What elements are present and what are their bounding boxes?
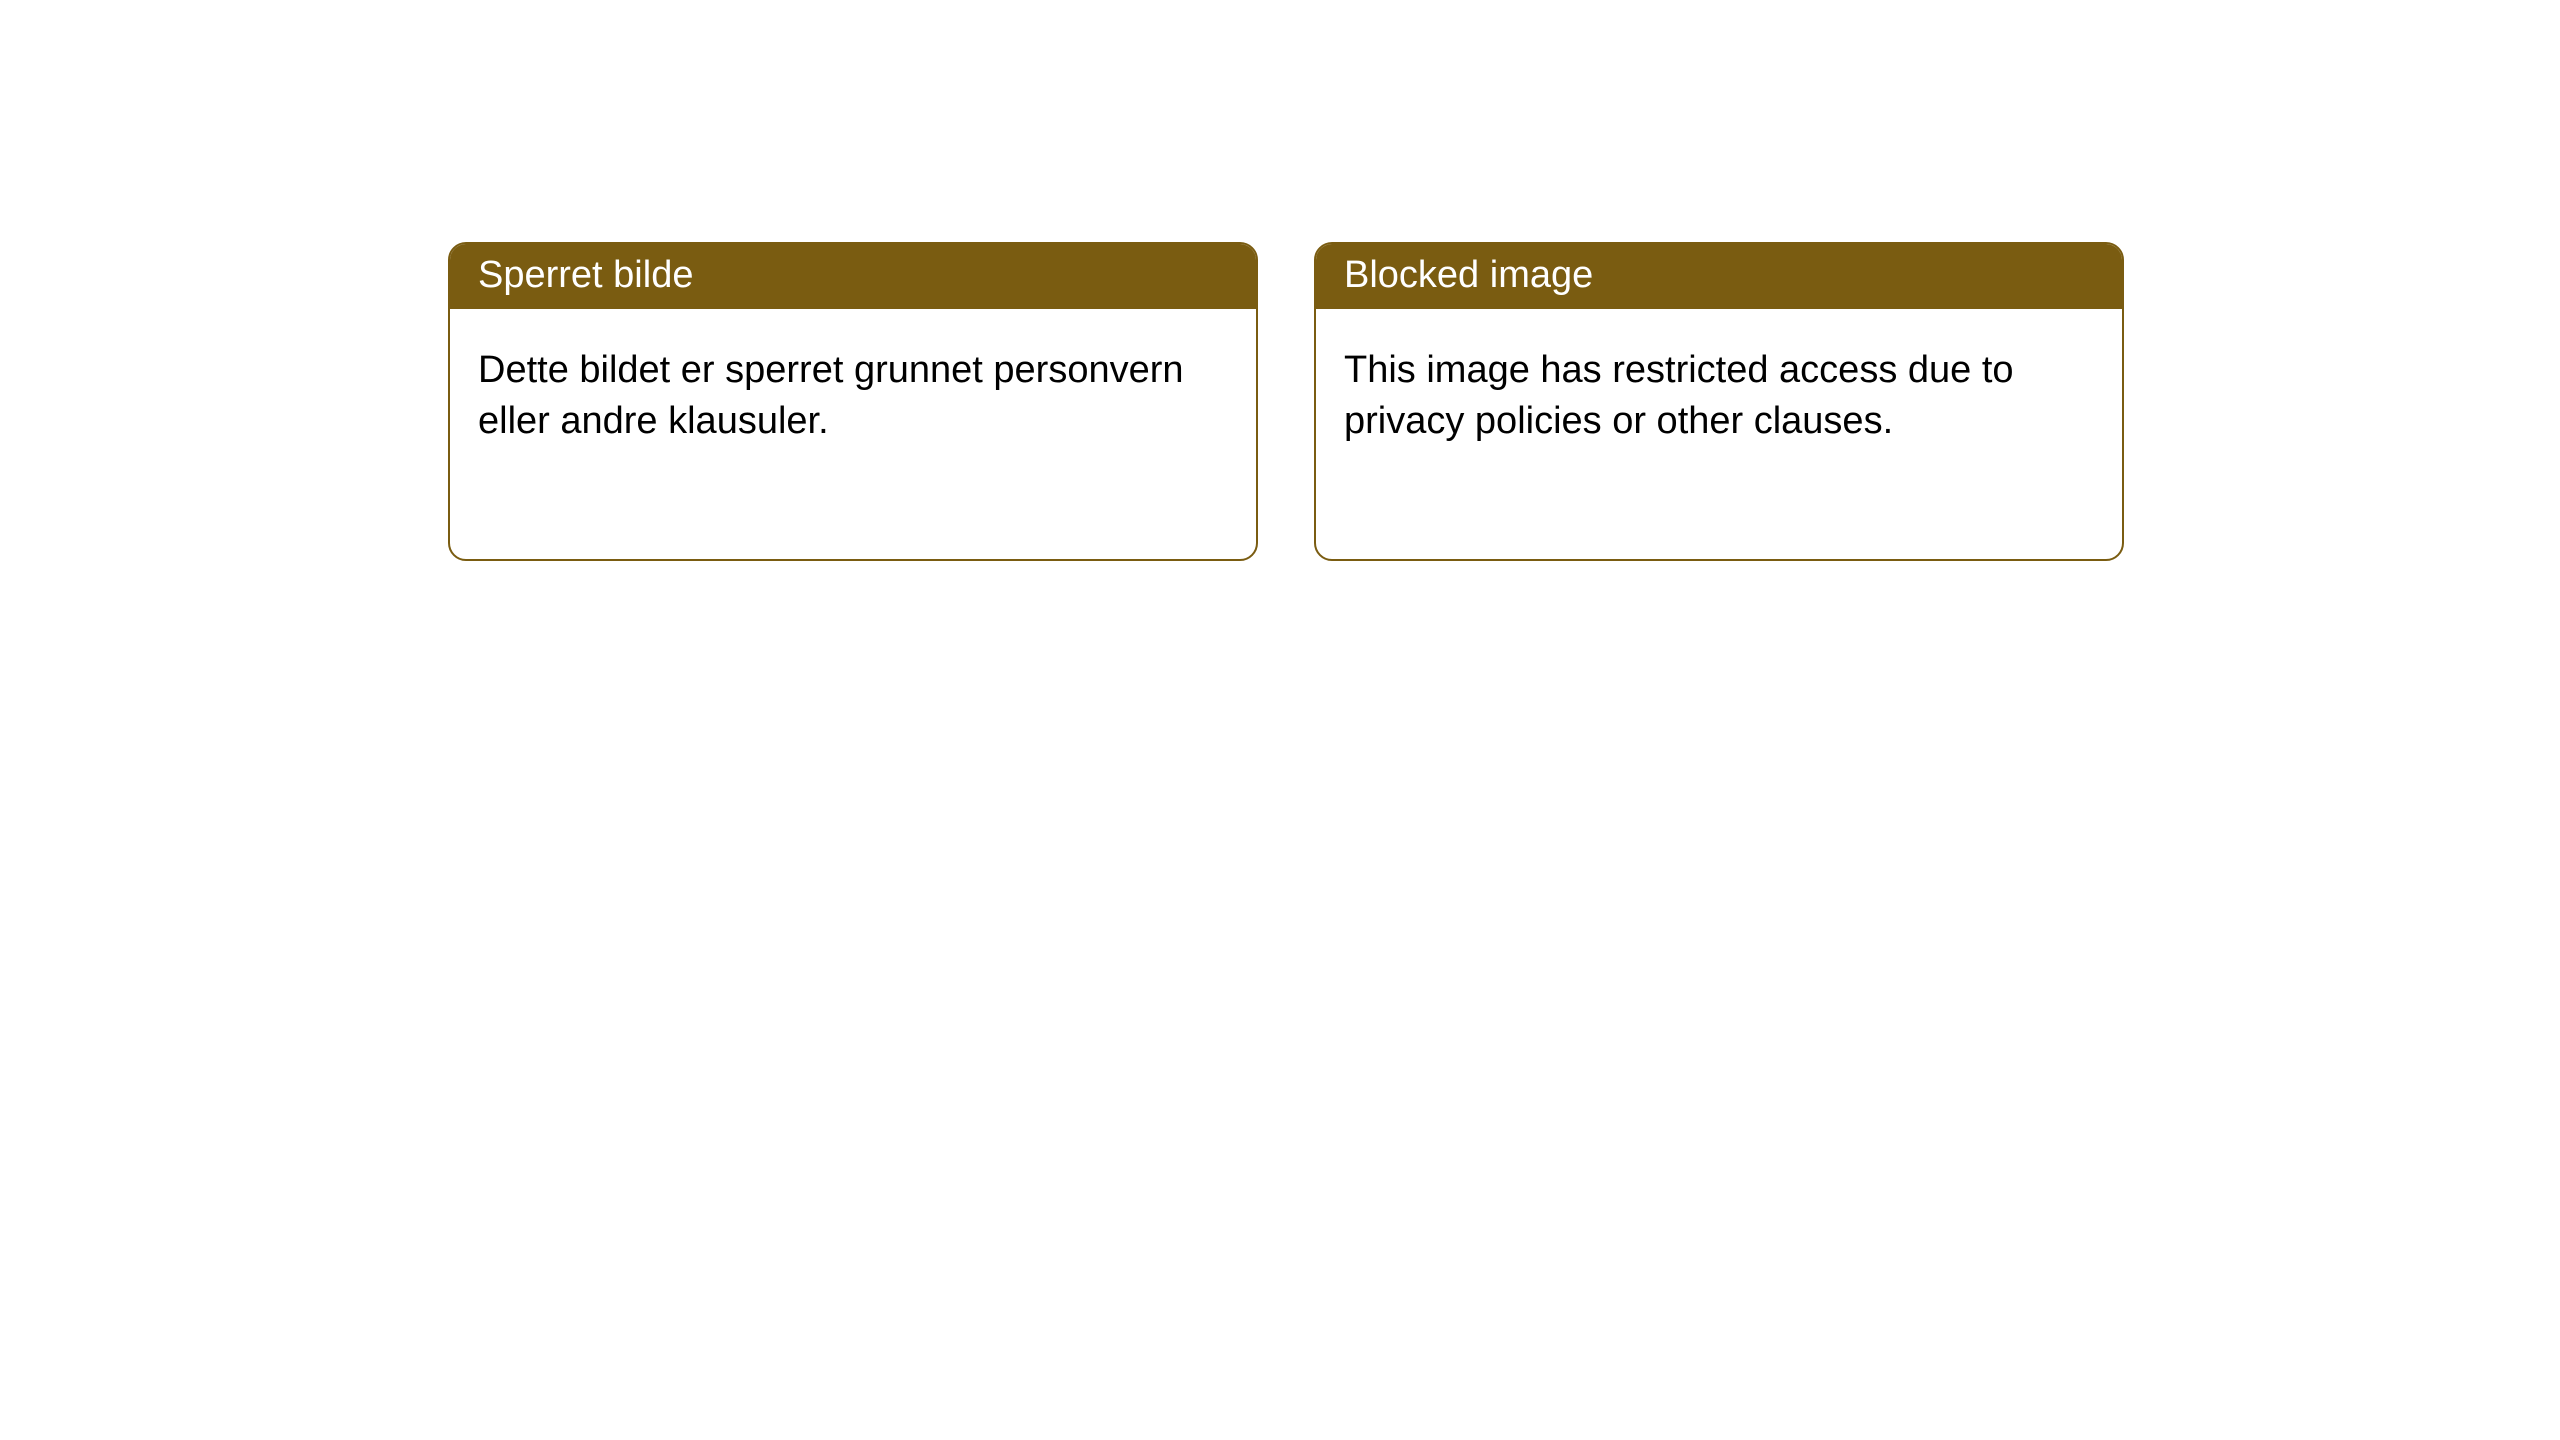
blocked-image-card-no: Sperret bilde Dette bildet er sperret gr… [448, 242, 1258, 561]
card-body-text: This image has restricted access due to … [1344, 349, 2014, 442]
card-body: This image has restricted access due to … [1316, 309, 2122, 559]
blocked-image-card-en: Blocked image This image has restricted … [1314, 242, 2124, 561]
card-header: Blocked image [1316, 244, 2122, 309]
card-body: Dette bildet er sperret grunnet personve… [450, 309, 1256, 559]
card-title: Blocked image [1344, 254, 1593, 296]
notice-container: Sperret bilde Dette bildet er sperret gr… [0, 0, 2560, 561]
card-header: Sperret bilde [450, 244, 1256, 309]
card-title: Sperret bilde [478, 254, 693, 296]
card-body-text: Dette bildet er sperret grunnet personve… [478, 349, 1184, 442]
